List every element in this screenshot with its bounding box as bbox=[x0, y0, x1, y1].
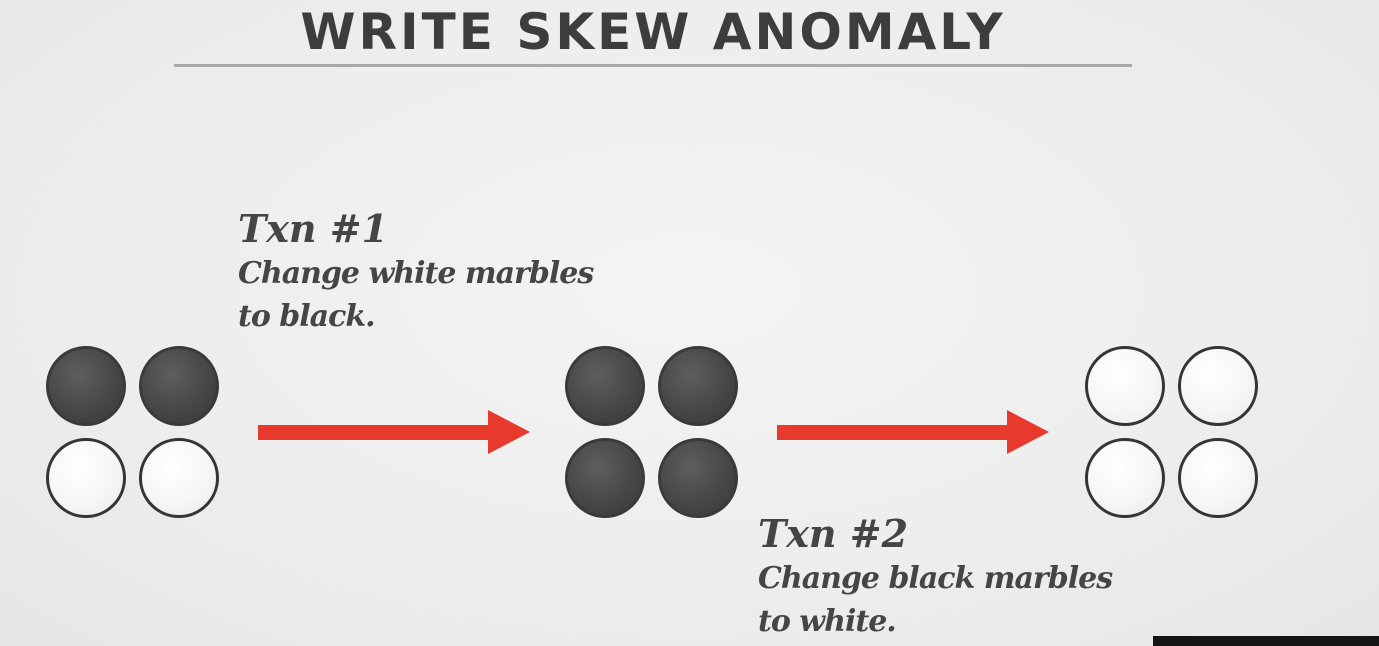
slide-title: WRITE SKEW ANOMALY bbox=[300, 3, 1006, 61]
black-marble bbox=[658, 346, 738, 426]
txn1-label: Txn #1 Change white marbles to black. bbox=[238, 206, 594, 338]
video-overlay-bar bbox=[1153, 636, 1379, 646]
arrow-shaft bbox=[777, 425, 1011, 440]
black-marble bbox=[565, 438, 645, 518]
txn1-name: Txn #1 bbox=[238, 206, 389, 251]
white-marble bbox=[1085, 346, 1165, 426]
white-marble bbox=[139, 438, 219, 518]
txn2-description-line1: Change black marbles bbox=[758, 561, 1113, 596]
white-marble bbox=[46, 438, 126, 518]
txn1-description-line1: Change white marbles bbox=[238, 256, 594, 291]
white-marble bbox=[1085, 438, 1165, 518]
black-marble bbox=[565, 346, 645, 426]
txn2-name: Txn #2 bbox=[758, 511, 909, 556]
txn2-label: Txn #2 Change black marbles to white. bbox=[758, 511, 1113, 643]
arrow-txn1 bbox=[258, 410, 530, 454]
white-marble bbox=[1178, 346, 1258, 426]
txn1-description-line2: to black. bbox=[238, 299, 376, 334]
arrow-head bbox=[1007, 410, 1049, 454]
title-underline bbox=[174, 64, 1132, 67]
black-marble bbox=[139, 346, 219, 426]
arrow-head bbox=[488, 410, 530, 454]
black-marble bbox=[658, 438, 738, 518]
white-marble bbox=[1178, 438, 1258, 518]
txn2-description-line2: to white. bbox=[758, 604, 897, 639]
black-marble bbox=[46, 346, 126, 426]
arrow-shaft bbox=[258, 425, 492, 440]
arrow-txn2 bbox=[777, 410, 1049, 454]
